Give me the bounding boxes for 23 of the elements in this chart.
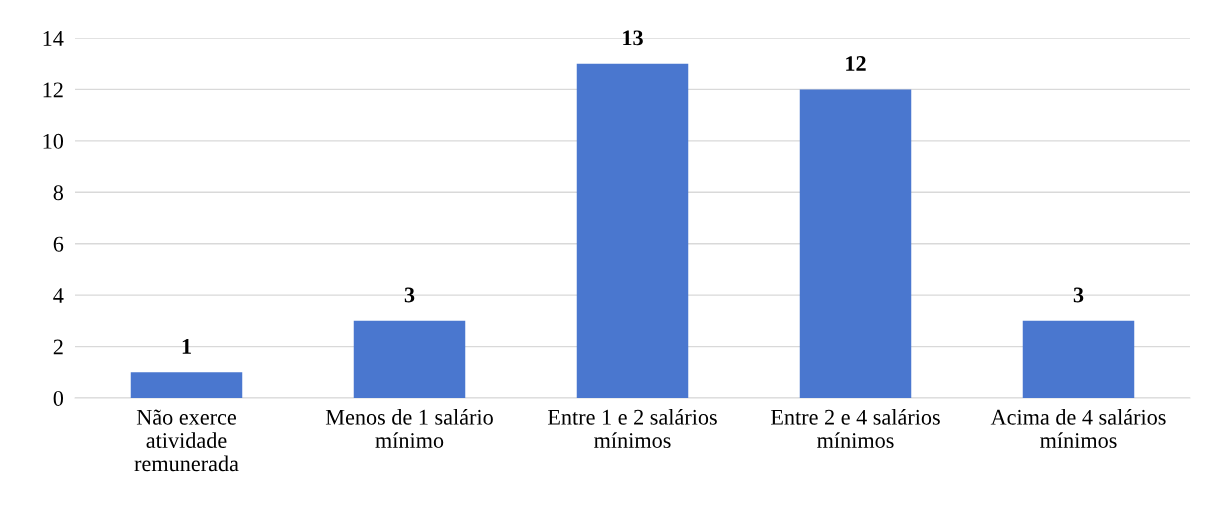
bar	[353, 320, 466, 398]
x-tick-label: Acima de 4 salários mínimos	[990, 409, 1166, 448]
data-label: 13	[623, 30, 643, 46]
data-label: 12	[846, 56, 866, 71]
y-tick-label: 6	[53, 236, 64, 252]
x-tick-label: Entre 2 e 4 salários mínimos	[770, 409, 940, 448]
data-label: 3	[1073, 287, 1084, 303]
data-label: 3	[404, 287, 415, 303]
y-tick-label: 4	[53, 288, 64, 303]
x-tick-label: Menos de 1 salário mínimo	[325, 409, 493, 448]
y-tick-label: 2	[53, 339, 63, 355]
bar	[799, 89, 912, 398]
bar	[576, 63, 689, 398]
y-tick-label: 14	[43, 31, 64, 46]
bar	[130, 372, 243, 398]
x-tick-label: Entre 1 e 2 salários mínimos	[547, 409, 717, 448]
y-tick-label: 10	[43, 133, 64, 149]
x-tick-label: Não exerce atividade remunerada	[134, 409, 239, 472]
y-tick-label: 12	[43, 82, 63, 98]
y-tick-label: 0	[53, 390, 64, 406]
y-tick-label: 8	[53, 185, 64, 201]
data-label: 1	[182, 338, 191, 354]
bar	[1022, 320, 1135, 398]
